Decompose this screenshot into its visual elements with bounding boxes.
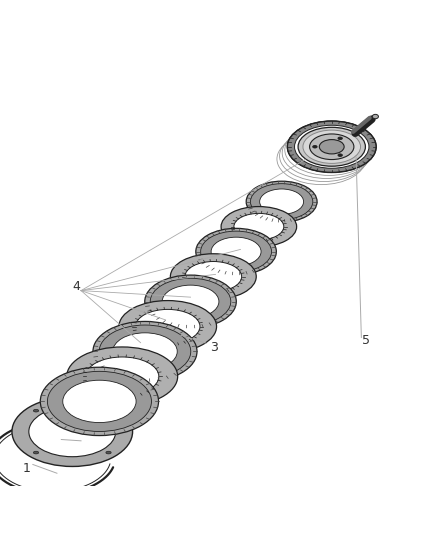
Ellipse shape: [303, 130, 360, 164]
Ellipse shape: [170, 254, 256, 300]
Ellipse shape: [196, 228, 276, 275]
Ellipse shape: [372, 115, 378, 119]
Ellipse shape: [201, 231, 272, 272]
Ellipse shape: [246, 181, 317, 222]
Ellipse shape: [106, 409, 111, 412]
Text: 2: 2: [73, 439, 81, 451]
Ellipse shape: [40, 367, 159, 435]
Ellipse shape: [319, 140, 344, 154]
Ellipse shape: [33, 451, 39, 454]
Ellipse shape: [145, 275, 237, 328]
Ellipse shape: [221, 207, 297, 247]
Ellipse shape: [251, 184, 313, 220]
Ellipse shape: [29, 407, 116, 457]
Ellipse shape: [287, 121, 376, 172]
Text: 3: 3: [210, 341, 218, 354]
Ellipse shape: [313, 146, 317, 148]
Ellipse shape: [93, 321, 197, 382]
Ellipse shape: [298, 127, 365, 166]
Ellipse shape: [106, 451, 111, 454]
Ellipse shape: [67, 347, 178, 406]
Ellipse shape: [47, 372, 152, 432]
Ellipse shape: [338, 137, 343, 140]
Ellipse shape: [162, 285, 219, 318]
Text: 1: 1: [22, 462, 30, 475]
Ellipse shape: [119, 301, 216, 352]
Ellipse shape: [287, 121, 376, 172]
Ellipse shape: [234, 213, 284, 240]
Ellipse shape: [113, 333, 177, 370]
Text: 4: 4: [73, 280, 81, 293]
Ellipse shape: [99, 325, 191, 378]
Ellipse shape: [211, 237, 261, 266]
Ellipse shape: [310, 134, 354, 159]
Ellipse shape: [185, 262, 242, 292]
Ellipse shape: [260, 189, 304, 214]
Ellipse shape: [338, 154, 343, 157]
Ellipse shape: [33, 409, 39, 412]
Ellipse shape: [63, 380, 136, 423]
Ellipse shape: [135, 309, 200, 344]
Ellipse shape: [12, 397, 133, 466]
Text: 5: 5: [362, 335, 370, 348]
Ellipse shape: [294, 125, 369, 168]
Ellipse shape: [85, 357, 159, 396]
Ellipse shape: [150, 278, 231, 325]
